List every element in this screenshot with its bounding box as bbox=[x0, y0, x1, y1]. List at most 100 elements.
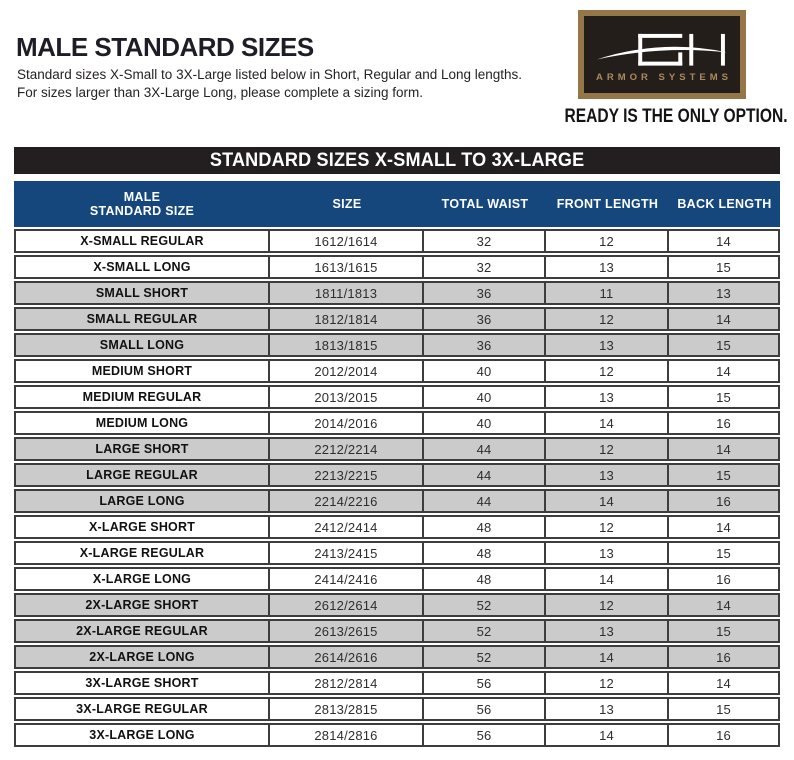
cell-front-length: 12 bbox=[546, 229, 669, 253]
table-title-band: STANDARD SIZES X-SMALL TO 3X-LARGE bbox=[14, 147, 780, 174]
cell-standard-size: MEDIUM SHORT bbox=[14, 359, 270, 383]
cell-back-length: 15 bbox=[669, 619, 780, 643]
cell-back-length: 14 bbox=[669, 359, 780, 383]
table-row: 2X-LARGE REGULAR 2613/2615 52 13 15 bbox=[14, 619, 780, 643]
table-row: X-LARGE REGULAR 2413/2415 48 13 15 bbox=[14, 541, 780, 565]
table-row: 3X-LARGE SHORT 2812/2814 56 12 14 bbox=[14, 671, 780, 695]
gh-monogram-icon bbox=[596, 33, 728, 66]
table-row: 2X-LARGE LONG 2614/2616 52 14 16 bbox=[14, 645, 780, 669]
cell-size: 1812/1814 bbox=[270, 307, 424, 331]
cell-front-length: 13 bbox=[546, 463, 669, 487]
cell-total-waist: 48 bbox=[424, 515, 546, 539]
cell-total-waist: 44 bbox=[424, 437, 546, 461]
cell-size: 1612/1614 bbox=[270, 229, 424, 253]
cell-size: 2413/2415 bbox=[270, 541, 424, 565]
cell-total-waist: 40 bbox=[424, 359, 546, 383]
cell-standard-size: 2X-LARGE SHORT bbox=[14, 593, 270, 617]
cell-standard-size: X-LARGE SHORT bbox=[14, 515, 270, 539]
cell-standard-size: X-LARGE LONG bbox=[14, 567, 270, 591]
cell-front-length: 13 bbox=[546, 333, 669, 357]
cell-front-length: 14 bbox=[546, 567, 669, 591]
cell-front-length: 12 bbox=[546, 671, 669, 695]
cell-size: 2612/2614 bbox=[270, 593, 424, 617]
cell-back-length: 16 bbox=[669, 645, 780, 669]
cell-total-waist: 48 bbox=[424, 541, 546, 565]
cell-total-waist: 36 bbox=[424, 333, 546, 357]
cell-back-length: 15 bbox=[669, 697, 780, 721]
cell-standard-size: MEDIUM REGULAR bbox=[14, 385, 270, 409]
cell-standard-size: 3X-LARGE REGULAR bbox=[14, 697, 270, 721]
cell-total-waist: 48 bbox=[424, 567, 546, 591]
cell-total-waist: 52 bbox=[424, 645, 546, 669]
cell-size: 2412/2414 bbox=[270, 515, 424, 539]
cell-back-length: 14 bbox=[669, 307, 780, 331]
table-row: X-SMALL REGULAR 1612/1614 32 12 14 bbox=[14, 229, 780, 253]
cell-standard-size: LARGE SHORT bbox=[14, 437, 270, 461]
cell-total-waist: 44 bbox=[424, 463, 546, 487]
cell-standard-size: LARGE LONG bbox=[14, 489, 270, 513]
cell-size: 1813/1815 bbox=[270, 333, 424, 357]
subtitle-line-2: For sizes larger than 3X-Large Long, ple… bbox=[17, 84, 423, 100]
column-header-front-length: FRONT LENGTH bbox=[546, 181, 669, 227]
cell-back-length: 16 bbox=[669, 411, 780, 435]
size-table: MALE STANDARD SIZE SIZE TOTAL WAIST FRON… bbox=[14, 179, 780, 749]
cell-total-waist: 40 bbox=[424, 411, 546, 435]
page-title: MALE STANDARD SIZES bbox=[16, 32, 314, 62]
table-row: MEDIUM LONG 2014/2016 40 14 16 bbox=[14, 411, 780, 435]
table-row: 3X-LARGE REGULAR 2813/2815 56 13 15 bbox=[14, 697, 780, 721]
cell-standard-size: 3X-LARGE SHORT bbox=[14, 671, 270, 695]
cell-standard-size: LARGE REGULAR bbox=[14, 463, 270, 487]
table-row: SMALL SHORT 1811/1813 36 11 13 bbox=[14, 281, 780, 305]
table-row: 3X-LARGE LONG 2814/2816 56 14 16 bbox=[14, 723, 780, 747]
cell-front-length: 13 bbox=[546, 255, 669, 279]
table-row: LARGE SHORT 2212/2214 44 12 14 bbox=[14, 437, 780, 461]
table-title: STANDARD SIZES X-SMALL TO 3X-LARGE bbox=[209, 149, 585, 171]
cell-size: 2414/2416 bbox=[270, 567, 424, 591]
column-header-standard-size: MALE STANDARD SIZE bbox=[14, 181, 270, 227]
column-header-total-waist: TOTAL WAIST bbox=[424, 181, 546, 227]
cell-total-waist: 40 bbox=[424, 385, 546, 409]
cell-standard-size: 2X-LARGE LONG bbox=[14, 645, 270, 669]
cell-size: 2212/2214 bbox=[270, 437, 424, 461]
page-subtitle: Standard sizes X-Small to 3X-Large liste… bbox=[17, 66, 522, 101]
cell-total-waist: 32 bbox=[424, 255, 546, 279]
cell-standard-size: 2X-LARGE REGULAR bbox=[14, 619, 270, 643]
cell-back-length: 14 bbox=[669, 229, 780, 253]
cell-size: 2214/2216 bbox=[270, 489, 424, 513]
cell-front-length: 12 bbox=[546, 307, 669, 331]
cell-size: 2013/2015 bbox=[270, 385, 424, 409]
cell-back-length: 14 bbox=[669, 593, 780, 617]
cell-total-waist: 56 bbox=[424, 723, 546, 747]
cell-back-length: 14 bbox=[669, 515, 780, 539]
cell-front-length: 14 bbox=[546, 489, 669, 513]
cell-total-waist: 52 bbox=[424, 593, 546, 617]
cell-size: 2213/2215 bbox=[270, 463, 424, 487]
cell-size: 2012/2014 bbox=[270, 359, 424, 383]
cell-total-waist: 36 bbox=[424, 281, 546, 305]
table-row: X-LARGE LONG 2414/2416 48 14 16 bbox=[14, 567, 780, 591]
cell-front-length: 12 bbox=[546, 593, 669, 617]
table-row: MEDIUM SHORT 2012/2014 40 12 14 bbox=[14, 359, 780, 383]
cell-back-length: 15 bbox=[669, 333, 780, 357]
cell-size: 2814/2816 bbox=[270, 723, 424, 747]
cell-size: 2014/2016 bbox=[270, 411, 424, 435]
cell-total-waist: 44 bbox=[424, 489, 546, 513]
cell-total-waist: 56 bbox=[424, 697, 546, 721]
cell-front-length: 13 bbox=[546, 385, 669, 409]
table-row: SMALL LONG 1813/1815 36 13 15 bbox=[14, 333, 780, 357]
cell-standard-size: SMALL REGULAR bbox=[14, 307, 270, 331]
table-row: MEDIUM REGULAR 2013/2015 40 13 15 bbox=[14, 385, 780, 409]
cell-back-length: 16 bbox=[669, 567, 780, 591]
cell-standard-size: 3X-LARGE LONG bbox=[14, 723, 270, 747]
cell-standard-size: X-SMALL REGULAR bbox=[14, 229, 270, 253]
cell-total-waist: 32 bbox=[424, 229, 546, 253]
cell-back-length: 15 bbox=[669, 385, 780, 409]
cell-total-waist: 52 bbox=[424, 619, 546, 643]
brand-tagline: READY IS THE ONLY OPTION. bbox=[564, 106, 788, 127]
size-table-wrapper: MALE STANDARD SIZE SIZE TOTAL WAIST FRON… bbox=[14, 179, 780, 749]
gh-armor-logo: ARMOR SYSTEMS bbox=[578, 10, 746, 99]
column-header-back-length: BACK LENGTH bbox=[669, 181, 780, 227]
table-row: LARGE REGULAR 2213/2215 44 13 15 bbox=[14, 463, 780, 487]
cell-standard-size: X-LARGE REGULAR bbox=[14, 541, 270, 565]
cell-front-length: 14 bbox=[546, 723, 669, 747]
